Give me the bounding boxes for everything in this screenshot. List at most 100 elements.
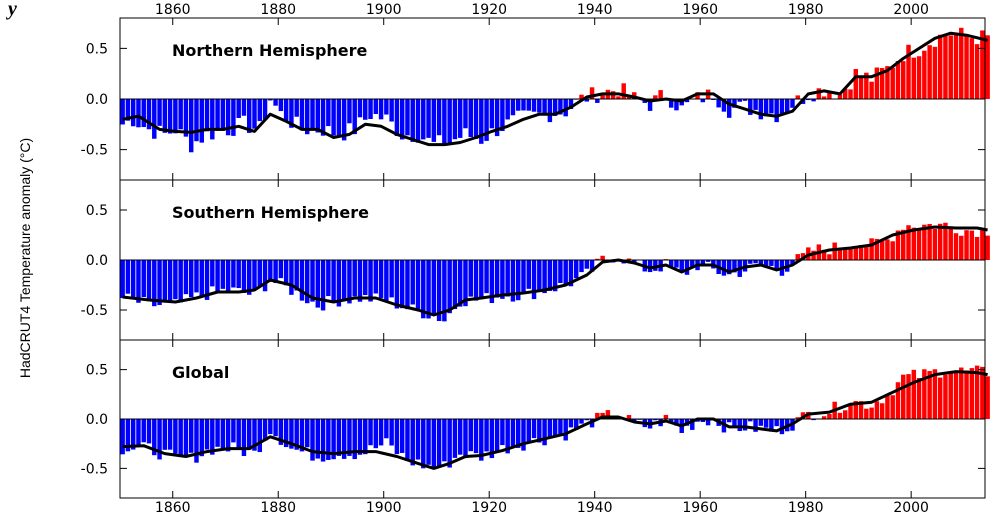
bar-1-1876 [257,99,262,122]
bar-3-1983 [821,416,827,419]
bar-1-1940 [595,99,600,103]
bar-2-1863 [188,260,194,298]
bar-3-1937 [579,419,584,424]
bar-3-1901 [389,419,394,446]
bar-2-1957 [684,260,690,275]
bar-1-1895 [357,99,363,118]
bar-2-1965 [726,260,732,275]
bar-1-1920 [489,99,495,129]
bar-1-1865 [199,99,204,143]
bar-3-1883 [294,419,299,450]
bar-1-1902 [394,99,400,137]
bar-2-1941 [600,255,605,260]
ytick-label-1-1: 0.0 [86,92,108,108]
bar-1-1919 [484,99,489,141]
bar-1-1898 [373,99,379,114]
bar-2-1924 [510,260,516,302]
bar-1-1853 [136,99,141,128]
bar-2-1884 [299,260,305,301]
xtick-label-bottom-1: 1880 [260,500,296,516]
bar-1-1856 [152,99,157,139]
bar-1-2014 [985,35,990,99]
bar-3-1916 [468,419,473,452]
bar-3-1994 [879,403,885,419]
bar-1-1881 [283,99,289,122]
bar-2-1997 [895,230,901,260]
bar-3-1953 [663,414,669,419]
bar-1-2004 [932,46,938,99]
bar-3-1922 [500,419,505,446]
bar-1-1875 [252,99,257,129]
bar-1-1946 [626,96,632,99]
bar-3-1892 [341,419,347,459]
bar-2-1930 [542,260,547,294]
bar-1-1899 [378,99,384,120]
bar-3-1856 [152,419,157,456]
xtick-label-bottom-7: 2000 [893,500,929,516]
bar-1-1910 [436,99,442,136]
bar-1-1944 [616,96,621,99]
bar-3-1878 [268,419,273,435]
bar-2-1895 [357,260,363,302]
bar-2-1902 [394,260,400,309]
xtick-label-bottom-4: 1940 [577,500,613,516]
bar-2-1905 [410,260,415,305]
caption-fragment: y [6,0,17,20]
bar-1-1935 [568,99,574,110]
bar-1-1918 [479,99,484,144]
bar-2-1862 [183,260,189,295]
bar-2-2004 [932,228,938,260]
bar-1-1970 [753,99,758,110]
bar-1-1959 [695,92,700,99]
bar-1-1975 [779,99,785,114]
bar-1-1972 [763,99,769,117]
bar-1-1873 [241,99,247,116]
bar-3-1974 [774,419,779,427]
bar-3-1999 [906,374,911,419]
panel-title-2: Southern Hemisphere [172,203,369,222]
bar-2-1901 [389,260,394,298]
bar-3-1902 [394,419,400,455]
bar-3-1969 [748,419,753,422]
bar-1-1991 [864,72,869,99]
smooth-line-2 [122,225,988,317]
bar-1-2010 [964,35,969,99]
bar-3-1889 [326,419,331,460]
ytick-label-3-2: 0.5 [86,363,108,379]
bar-3-1990 [858,401,864,419]
bar-3-1981 [811,419,816,421]
bar-3-1903 [399,419,405,453]
bar-1-1967 [737,99,742,102]
xtick-label-top-6: 1980 [788,2,824,18]
bar-1-1992 [869,81,874,99]
bar-2-1888 [320,260,326,311]
bar-2-1907 [421,260,426,319]
ytick-label-1-2: 0.5 [86,41,108,57]
bar-1-1998 [901,61,906,99]
bar-1-1983 [821,96,827,99]
bar-3-1988 [848,405,853,419]
bar-3-2000 [911,369,917,419]
bar-1-1904 [405,99,410,136]
bar-1-1997 [895,61,901,99]
bar-2-1936 [574,260,579,279]
bar-3-1860 [173,419,178,454]
xtick-label-top-7: 2000 [893,2,929,18]
bar-1-1896 [363,99,368,120]
bar-3-1853 [136,419,141,447]
bar-2-2006 [943,222,948,260]
bar-2-1926 [521,260,526,292]
bar-2-1900 [384,260,389,302]
bar-2-1887 [315,260,321,308]
bar-2-1983 [821,249,827,260]
bar-2-1933 [558,260,563,283]
bar-1-1884 [299,99,305,131]
bar-3-1908 [426,419,431,465]
bar-3-1867 [210,419,215,455]
bar-1-1976 [784,99,790,113]
bar-3-1896 [363,419,368,455]
bar-3-1971 [758,419,764,426]
bar-2-1858 [162,260,168,303]
bar-3-1881 [283,419,289,448]
bar-2-1974 [774,260,779,271]
